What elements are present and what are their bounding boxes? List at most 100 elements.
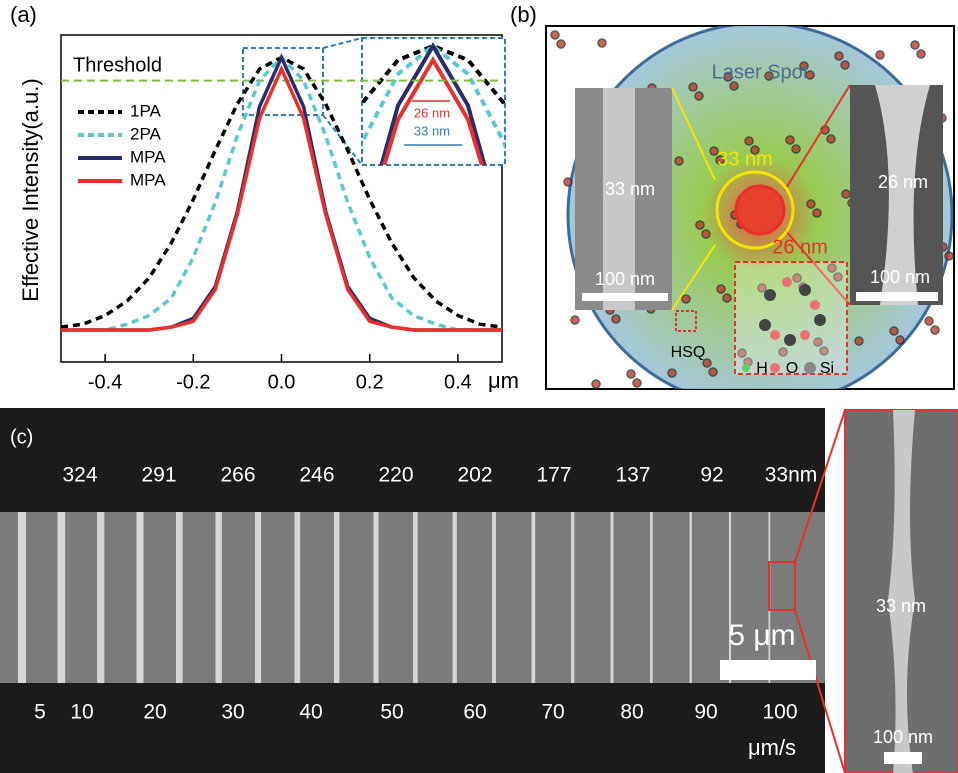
figure: (a) Effective Intensity(a.u.) μm 26 nm 3… bbox=[0, 0, 958, 773]
speed-label: 10 bbox=[70, 701, 93, 724]
scale-bar bbox=[720, 660, 816, 680]
speed-label: 5 bbox=[34, 701, 46, 724]
legend-label: MPA bbox=[130, 147, 166, 166]
x-tick-label: -0.2 bbox=[176, 371, 210, 393]
inset-scale: 100 nm bbox=[873, 727, 933, 747]
width-label: 324 bbox=[62, 464, 97, 487]
molecule-dot bbox=[696, 221, 704, 229]
molecule-dot bbox=[842, 190, 850, 198]
width-label: 177 bbox=[536, 464, 571, 487]
panel-c: (c) 5 μm μm/s 33 nm 100 nm 324 291 266 246 2… bbox=[0, 408, 958, 773]
x-unit: μm bbox=[488, 368, 519, 393]
stripe bbox=[413, 512, 418, 683]
legend-label: MPA bbox=[130, 170, 166, 189]
width-label: 220 bbox=[378, 464, 413, 487]
sem-scale: 100 nm bbox=[595, 269, 655, 289]
speed-label: 40 bbox=[299, 701, 322, 724]
molecule-dot bbox=[835, 52, 843, 60]
spot-outer: 33 nm bbox=[717, 148, 773, 170]
stripe bbox=[453, 512, 457, 683]
molecule-dot bbox=[917, 50, 925, 58]
molecule-dot bbox=[682, 295, 690, 303]
atom: O bbox=[786, 360, 798, 377]
stripe bbox=[176, 512, 183, 683]
molecule-dot bbox=[890, 327, 898, 335]
stripe bbox=[255, 512, 261, 683]
panel-label: (a) bbox=[10, 2, 37, 27]
atom: H bbox=[756, 360, 768, 377]
speed-unit: μm/s bbox=[748, 735, 796, 760]
molecule-dot bbox=[702, 230, 710, 238]
stripe bbox=[58, 512, 66, 683]
x-tick-label: 0.2 bbox=[356, 371, 384, 393]
panel-label: (c) bbox=[10, 426, 33, 448]
molecule-dot bbox=[813, 209, 821, 217]
speed-label: 80 bbox=[620, 701, 643, 724]
stripe bbox=[18, 512, 26, 683]
stripe bbox=[532, 512, 536, 683]
stripe bbox=[611, 512, 614, 683]
molecule-dot bbox=[807, 200, 815, 208]
stripe bbox=[97, 512, 104, 683]
speed-label: 90 bbox=[694, 701, 717, 724]
inset-width: 33 nm bbox=[876, 596, 926, 616]
width-label: 266 bbox=[220, 464, 255, 487]
stripe bbox=[216, 512, 222, 683]
legend-label: 2PA bbox=[130, 124, 162, 143]
speed-label: 20 bbox=[143, 701, 166, 724]
molecule-dot bbox=[592, 380, 600, 388]
inset-inner: 26 nm bbox=[414, 105, 450, 120]
molecule-dot bbox=[745, 137, 753, 145]
scale-bar bbox=[856, 292, 938, 301]
speed-label: 100 bbox=[762, 701, 797, 724]
stripe bbox=[295, 512, 301, 683]
molecule-dot bbox=[896, 336, 904, 344]
threshold-label: Threshold bbox=[73, 54, 162, 76]
molecule-dot bbox=[827, 135, 835, 143]
molecule-dot bbox=[709, 368, 717, 376]
sem-width: 33 nm bbox=[605, 179, 655, 199]
molecule-dot bbox=[571, 316, 579, 324]
width-label: 202 bbox=[457, 464, 492, 487]
molecule-dot bbox=[876, 51, 884, 59]
x-tick-label: -0.4 bbox=[88, 371, 122, 393]
width-label: 291 bbox=[141, 464, 176, 487]
molecule-dot bbox=[925, 317, 933, 325]
scale-bar bbox=[884, 752, 922, 764]
stripe bbox=[571, 512, 574, 683]
sem-scale: 100 nm bbox=[870, 267, 930, 287]
speed-label: 60 bbox=[463, 701, 486, 724]
molecule-dot bbox=[633, 379, 641, 387]
atom: Si bbox=[820, 360, 834, 377]
molecule-dot bbox=[786, 136, 794, 144]
spot-label: Laser Spot bbox=[712, 61, 809, 83]
molecule-dot bbox=[723, 294, 731, 302]
width-label: 246 bbox=[299, 464, 334, 487]
molecule-box bbox=[735, 262, 847, 374]
legend-label: 1PA bbox=[130, 101, 162, 120]
molecule-dot bbox=[695, 92, 703, 100]
x-tick-label: 0.0 bbox=[268, 371, 296, 393]
molecule-dot bbox=[668, 369, 676, 377]
resist-label: HSQ bbox=[671, 344, 706, 361]
speed-label: 30 bbox=[221, 701, 244, 724]
sem-image bbox=[0, 512, 825, 683]
x-tick-label: 0.4 bbox=[444, 371, 472, 393]
spot-inner: 26 nm bbox=[772, 236, 828, 258]
sem-width: 26 nm bbox=[878, 172, 928, 192]
molecule-dot bbox=[689, 83, 697, 91]
speed-label: 50 bbox=[380, 701, 403, 724]
stripe bbox=[137, 512, 144, 683]
panel-b: (b) Laser Spot 33 nm 100 nm 26 nm 100 nm… bbox=[510, 2, 954, 407]
stripe bbox=[492, 512, 496, 683]
molecule-dot bbox=[717, 285, 725, 293]
molecule-dot bbox=[598, 39, 606, 47]
scale-bar bbox=[582, 293, 668, 301]
stripe bbox=[650, 512, 653, 683]
panel-label: (b) bbox=[510, 2, 537, 27]
y-axis-label: Effective Intensity(a.u.) bbox=[18, 78, 43, 301]
molecule-dot bbox=[557, 40, 565, 48]
inner-spot bbox=[736, 186, 784, 234]
scale-label: 5 μm bbox=[728, 619, 795, 652]
width-label: 92 bbox=[700, 464, 723, 487]
